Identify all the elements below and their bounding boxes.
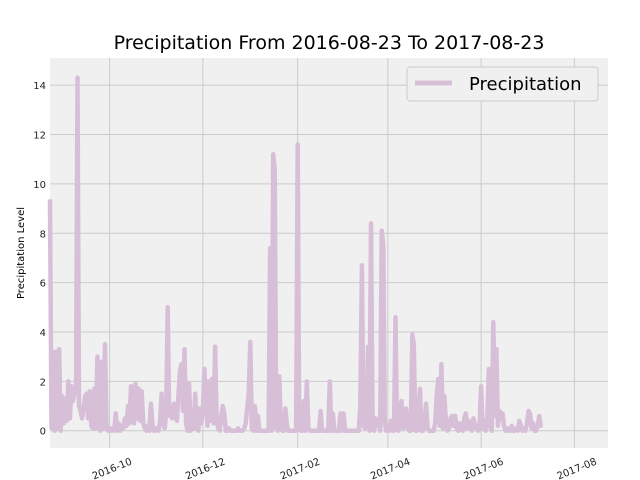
y-tick-label: 6 xyxy=(40,279,46,290)
series-layer xyxy=(47,75,543,433)
y-tick-label: 2 xyxy=(40,377,46,388)
series-line-precipitation xyxy=(47,75,543,433)
y-axis-tick-labels: 0 2 4 6 8 10 12 14 xyxy=(33,81,46,438)
y-tick-label: 4 xyxy=(40,328,46,339)
y-tick-label: 14 xyxy=(33,81,46,92)
legend: Precipitation xyxy=(406,66,599,102)
y-tick-label: 10 xyxy=(33,180,46,191)
y-tick-label: 8 xyxy=(40,229,46,240)
legend-label-precipitation: Precipitation xyxy=(469,74,582,95)
y-tick-label: 12 xyxy=(33,131,46,142)
y-tick-label: 0 xyxy=(40,427,46,438)
legend-box xyxy=(406,66,599,102)
y-axis-label: Precipitation Level xyxy=(16,207,27,299)
chart-title: Precipitation From 2016-08-23 To 2017-08… xyxy=(114,32,545,54)
